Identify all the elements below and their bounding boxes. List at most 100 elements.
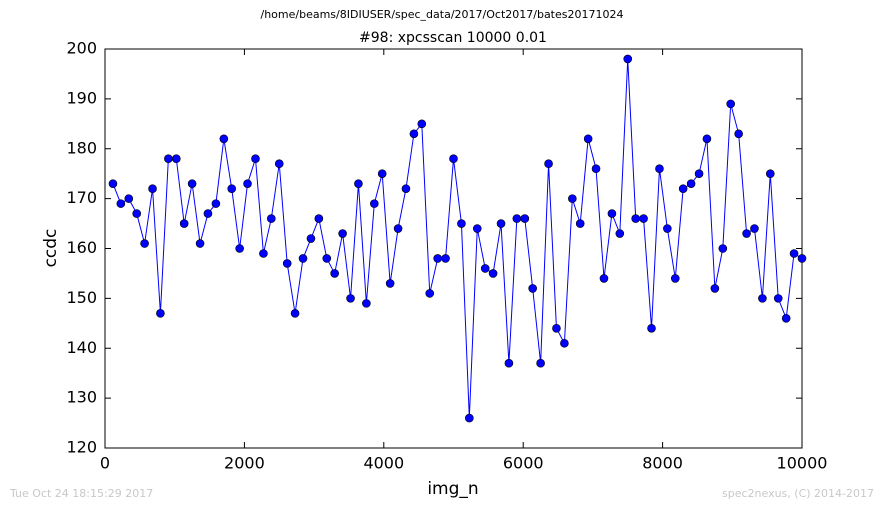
data-point bbox=[330, 269, 339, 278]
data-point bbox=[417, 119, 427, 129]
data-point bbox=[758, 294, 767, 303]
data-point bbox=[140, 239, 149, 248]
data-point bbox=[765, 169, 775, 178]
data-point bbox=[267, 214, 276, 223]
y-tick-label: 140 bbox=[66, 338, 97, 357]
data-point bbox=[219, 134, 229, 144]
y-tick-label: 180 bbox=[66, 138, 97, 157]
data-point bbox=[552, 323, 561, 333]
x-tick-label: 2000 bbox=[224, 454, 265, 473]
data-point bbox=[631, 214, 640, 223]
data-point bbox=[172, 154, 181, 164]
data-point bbox=[211, 199, 221, 208]
data-point bbox=[781, 314, 791, 323]
data-point bbox=[132, 209, 142, 218]
data-point bbox=[615, 229, 625, 238]
y-axis-label: ccdc bbox=[41, 229, 61, 268]
data-point bbox=[314, 214, 324, 223]
y-tick-label: 120 bbox=[66, 438, 97, 457]
data-point bbox=[195, 239, 205, 248]
data-point bbox=[718, 244, 728, 253]
x-tick-label: 6000 bbox=[503, 454, 544, 473]
y-tick-label: 150 bbox=[66, 288, 97, 307]
data-point bbox=[179, 219, 189, 228]
data-point bbox=[298, 254, 308, 263]
timestamp: Tue Oct 24 18:15:29 2017 bbox=[9, 487, 153, 500]
data-point bbox=[235, 244, 244, 253]
data-point bbox=[441, 254, 450, 263]
data-point bbox=[710, 284, 720, 293]
data-point bbox=[306, 234, 316, 243]
data-point bbox=[116, 199, 126, 208]
data-point bbox=[282, 259, 292, 268]
data-point bbox=[528, 284, 537, 293]
data-point bbox=[425, 289, 435, 298]
data-point bbox=[686, 179, 696, 188]
data-point bbox=[599, 274, 609, 283]
data-point bbox=[639, 214, 648, 223]
data-point bbox=[575, 219, 585, 228]
y-tick-label: 170 bbox=[66, 188, 97, 207]
data-point bbox=[338, 229, 347, 238]
data-point bbox=[607, 209, 617, 218]
data-point bbox=[156, 309, 165, 318]
data-line bbox=[112, 58, 803, 419]
x-axis-label: img_n bbox=[427, 479, 478, 499]
data-point bbox=[583, 134, 593, 144]
data-point bbox=[322, 254, 332, 263]
data-point bbox=[259, 249, 268, 258]
data-point bbox=[568, 194, 577, 203]
credit: spec2nexus, (C) 2014-2017 bbox=[722, 487, 874, 500]
data-point bbox=[457, 219, 466, 228]
data-point bbox=[536, 358, 545, 368]
data-point bbox=[504, 358, 514, 368]
data-point bbox=[409, 129, 419, 139]
data-point bbox=[742, 229, 751, 238]
data-point bbox=[187, 179, 197, 188]
y-tick-label: 160 bbox=[66, 238, 97, 257]
data-point bbox=[164, 154, 173, 164]
data-point bbox=[124, 194, 134, 203]
data-point bbox=[726, 99, 735, 109]
data-point bbox=[354, 179, 363, 188]
data-point bbox=[797, 254, 807, 263]
data-point bbox=[655, 164, 664, 173]
data-point bbox=[227, 184, 237, 193]
data-point bbox=[560, 338, 569, 348]
data-point bbox=[251, 154, 260, 164]
data-point bbox=[789, 249, 799, 258]
data-point bbox=[472, 224, 482, 233]
data-point bbox=[663, 224, 672, 233]
data-point bbox=[496, 219, 506, 228]
data-point bbox=[290, 309, 300, 318]
x-tick-label: 0 bbox=[100, 454, 110, 473]
data-point bbox=[433, 254, 442, 263]
data-point bbox=[544, 159, 553, 169]
plot-frame bbox=[104, 48, 803, 449]
data-point bbox=[702, 134, 712, 144]
data-point bbox=[370, 199, 379, 208]
x-tick-label: 4000 bbox=[363, 454, 404, 473]
y-tick-label: 130 bbox=[66, 388, 97, 407]
data-point bbox=[203, 209, 213, 218]
suptitle: /home/beams/8IDIUSER/spec_data/2017/Oct2… bbox=[261, 8, 624, 21]
data-point bbox=[243, 179, 252, 188]
data-point bbox=[393, 224, 403, 233]
data-point bbox=[647, 323, 656, 333]
data-point bbox=[694, 169, 704, 178]
data-point bbox=[512, 214, 522, 223]
data-point bbox=[274, 159, 284, 169]
x-tick-label: 10000 bbox=[777, 454, 828, 473]
data-point bbox=[670, 274, 680, 283]
data-point bbox=[520, 214, 530, 223]
data-point bbox=[623, 54, 633, 64]
data-point bbox=[108, 179, 118, 188]
data-point bbox=[346, 294, 355, 303]
data-point bbox=[377, 169, 387, 178]
data-point bbox=[734, 129, 743, 139]
data-point bbox=[401, 184, 411, 193]
data-point bbox=[591, 164, 601, 173]
data-point bbox=[678, 184, 688, 193]
data-point bbox=[385, 279, 395, 288]
